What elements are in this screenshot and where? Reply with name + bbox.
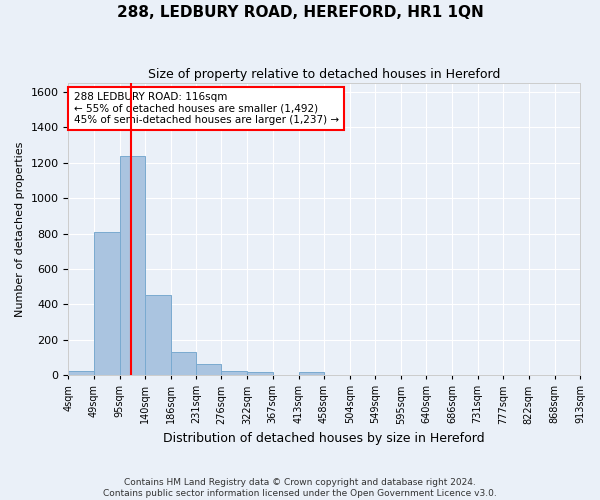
Bar xyxy=(119,156,145,375)
Bar xyxy=(196,364,221,375)
Bar xyxy=(94,232,119,375)
Bar xyxy=(299,372,324,375)
Bar xyxy=(221,370,247,375)
Text: Contains HM Land Registry data © Crown copyright and database right 2024.
Contai: Contains HM Land Registry data © Crown c… xyxy=(103,478,497,498)
Bar xyxy=(145,294,171,375)
Text: 288 LEDBURY ROAD: 116sqm
← 55% of detached houses are smaller (1,492)
45% of sem: 288 LEDBURY ROAD: 116sqm ← 55% of detach… xyxy=(74,92,338,125)
Text: 288, LEDBURY ROAD, HEREFORD, HR1 1QN: 288, LEDBURY ROAD, HEREFORD, HR1 1QN xyxy=(116,5,484,20)
Y-axis label: Number of detached properties: Number of detached properties xyxy=(15,142,25,317)
Bar xyxy=(171,352,196,375)
Bar xyxy=(68,370,94,375)
X-axis label: Distribution of detached houses by size in Hereford: Distribution of detached houses by size … xyxy=(163,432,485,445)
Bar xyxy=(247,372,273,375)
Title: Size of property relative to detached houses in Hereford: Size of property relative to detached ho… xyxy=(148,68,500,80)
